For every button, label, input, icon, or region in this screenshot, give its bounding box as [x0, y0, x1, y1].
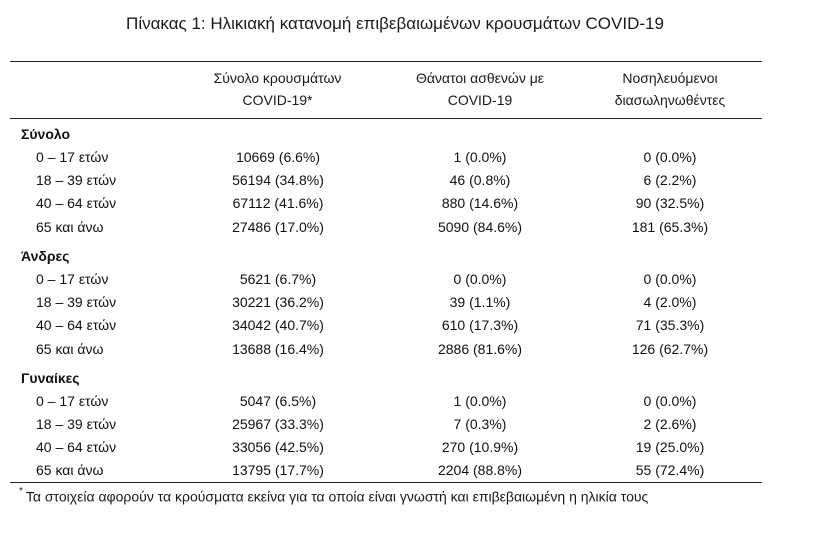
deaths-cell: 2204 (88.8%) — [437, 462, 523, 478]
cases-cell: 30221 (36.2%) — [232, 294, 324, 310]
table-row: 40 – 64 ετών 33056 (42.5%) 270 (10.9%) 1… — [0, 436, 790, 459]
deaths-cell: 1 (0.0%) — [453, 149, 507, 165]
intubated-cell: 19 (25.0%) — [635, 439, 705, 455]
header-intubated-line2: διασωληνωθέντες — [614, 92, 726, 108]
cases-cell: 13688 (16.4%) — [232, 341, 324, 357]
intubated-cell: 181 (65.3%) — [631, 219, 709, 235]
age-label: 18 – 39 ετών — [36, 294, 117, 310]
group-label-women: Γυναίκες — [21, 370, 80, 386]
table-row: 0 – 17 ετών 5621 (6.7%) 0 (0.0%) 0 (0.0%… — [0, 268, 790, 291]
deaths-cell: 880 (14.6%) — [441, 195, 519, 211]
deaths-cell: 39 (1.1%) — [449, 294, 511, 310]
deaths-cell: 610 (17.3%) — [441, 317, 519, 333]
header-total-cases-line1: Σύνολο κρουσμάτων — [213, 70, 342, 86]
cases-cell: 13795 (17.7%) — [232, 462, 324, 478]
age-label: 65 και άνω — [36, 219, 104, 235]
intubated-cell: 2 (2.6%) — [643, 416, 697, 432]
header-intubated: Νοσηλευόμενοι διασωληνωθέντες — [590, 67, 750, 111]
age-label: 18 – 39 ετών — [36, 172, 117, 188]
group-label-men: Άνδρες — [21, 248, 70, 264]
cases-cell: 56194 (34.8%) — [232, 172, 324, 188]
cases-cell: 10669 (6.6%) — [235, 149, 321, 165]
deaths-cell: 1 (0.0%) — [453, 393, 507, 409]
cases-cell: 25967 (33.3%) — [232, 416, 324, 432]
table-row: 18 – 39 ετών 30221 (36.2%) 39 (1.1%) 4 (… — [0, 291, 790, 314]
cases-cell: 67112 (41.6%) — [232, 195, 324, 211]
age-label: 0 – 17 ετών — [36, 393, 109, 409]
age-label: 65 και άνω — [36, 341, 104, 357]
header-deaths: Θάνατοι ασθενών με COVID-19 — [395, 67, 565, 111]
cases-cell: 5621 (6.7%) — [239, 271, 317, 287]
deaths-cell: 0 (0.0%) — [453, 271, 507, 287]
intubated-cell: 4 (2.0%) — [643, 294, 697, 310]
intubated-cell: 6 (2.2%) — [643, 172, 697, 188]
footnote: * Τα στοιχεία αφορούν τα κρούσματα εκείνα… — [19, 486, 649, 505]
table-row: 65 και άνω 13688 (16.4%) 2886 (81.6%) 12… — [0, 338, 790, 361]
footnote-text: Τα στοιχεία αφορούν τα κρούσματα εκείνα … — [25, 488, 649, 505]
table-row: 40 – 64 ετών 67112 (41.6%) 880 (14.6%) 9… — [0, 192, 790, 215]
table-row: 0 – 17 ετών 10669 (6.6%) 1 (0.0%) 0 (0.0… — [0, 146, 790, 169]
footnote-mark: * — [19, 486, 23, 497]
cases-cell: 5047 (6.5%) — [239, 393, 317, 409]
intubated-cell: 0 (0.0%) — [643, 393, 697, 409]
intubated-cell: 0 (0.0%) — [643, 271, 697, 287]
intubated-cell: 71 (35.3%) — [635, 317, 705, 333]
age-label: 65 και άνω — [36, 462, 104, 478]
header-rule — [10, 118, 762, 119]
intubated-cell: 0 (0.0%) — [643, 149, 697, 165]
table-title: Πίνακας 1: Ηλικιακή κατανομή επιβεβαιωμέ… — [126, 14, 664, 33]
deaths-cell: 270 (10.9%) — [441, 439, 519, 455]
table-row: 65 και άνω 13795 (17.7%) 2204 (88.8%) 55… — [0, 459, 790, 482]
deaths-cell: 7 (0.3%) — [453, 416, 507, 432]
table-row: 0 – 17 ετών 5047 (6.5%) 1 (0.0%) 0 (0.0%… — [0, 390, 790, 413]
intubated-cell: 90 (32.5%) — [635, 195, 705, 211]
top-rule — [10, 61, 762, 63]
table-row: 18 – 39 ετών 25967 (33.3%) 7 (0.3%) 2 (2… — [0, 413, 790, 436]
header-total-cases: Σύνολο κρουσμάτων COVID-19* — [205, 67, 350, 111]
intubated-cell: 126 (62.7%) — [631, 341, 709, 357]
header-intubated-line1: Νοσηλευόμενοι — [622, 70, 718, 86]
table-row: 18 – 39 ετών 56194 (34.8%) 46 (0.8%) 6 (… — [0, 169, 790, 192]
deaths-cell: 46 (0.8%) — [449, 172, 511, 188]
deaths-cell: 2886 (81.6%) — [437, 341, 523, 357]
age-label: 40 – 64 ετών — [36, 439, 117, 455]
bottom-rule — [10, 482, 762, 484]
cases-cell: 27486 (17.0%) — [232, 219, 324, 235]
cases-cell: 34042 (40.7%) — [232, 317, 324, 333]
age-label: 40 – 64 ετών — [36, 195, 117, 211]
group-label-total: Σύνολο — [21, 126, 71, 142]
header-total-cases-line2: COVID-19* — [242, 92, 313, 108]
cases-cell: 33056 (42.5%) — [232, 439, 324, 455]
age-label: 18 – 39 ετών — [36, 416, 117, 432]
intubated-cell: 55 (72.4%) — [635, 462, 705, 478]
age-label: 0 – 17 ετών — [36, 271, 109, 287]
header-deaths-line1: Θάνατοι ασθενών με — [415, 70, 545, 86]
age-label: 0 – 17 ετών — [36, 149, 109, 165]
deaths-cell: 5090 (84.6%) — [437, 219, 523, 235]
header-deaths-line2: COVID-19 — [447, 92, 513, 108]
table-row: 65 και άνω 27486 (17.0%) 5090 (84.6%) 18… — [0, 216, 790, 239]
age-label: 40 – 64 ετών — [36, 317, 117, 333]
table-row: 40 – 64 ετών 34042 (40.7%) 610 (17.3%) 7… — [0, 314, 790, 337]
